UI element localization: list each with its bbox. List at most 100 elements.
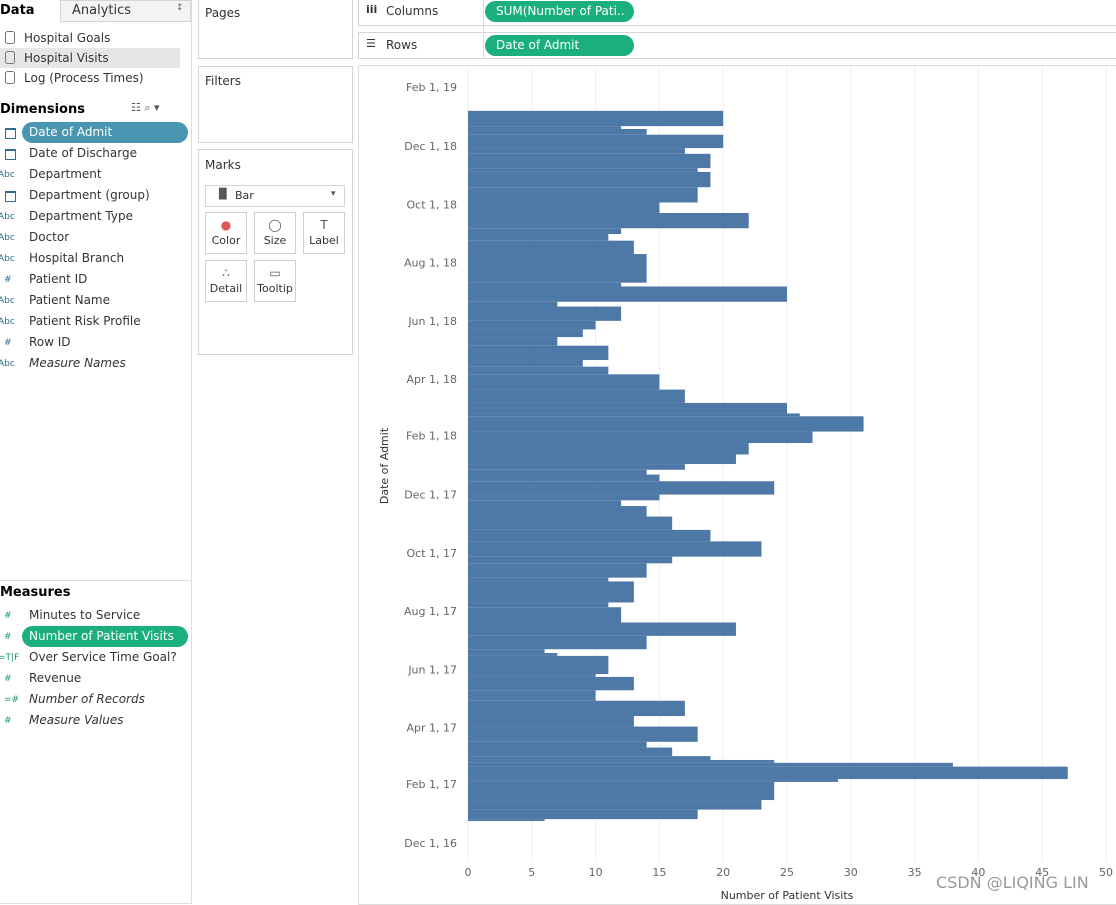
x-tick-label: 40 [971,866,985,879]
button-label: Size [263,234,287,247]
field[interactable]: Measure Names [29,356,126,370]
mark-button[interactable]: ▭ Tooltip [254,260,296,302]
bar [468,443,749,455]
field[interactable]: Date of Admit [29,125,113,139]
data-source[interactable]: Hospital Goals [24,31,111,45]
bar [468,577,609,582]
button-label: Detail [209,282,243,295]
field[interactable]: Minutes to Service [29,608,141,622]
bar [468,153,711,169]
bar [468,374,660,390]
mark-type: Bar [235,189,254,202]
bar [468,337,558,346]
field-icon: Abc [0,359,15,369]
field-icon: # [4,674,12,684]
shelf-sep [483,0,484,58]
db-icon [5,31,15,44]
shelf-label: Columns [386,4,439,18]
field[interactable]: Number of Patient Visits [29,629,174,643]
bar [468,320,596,330]
bar [468,474,660,482]
bar [468,674,596,677]
calendar-icon [5,128,16,139]
bar [468,747,673,757]
bar [468,516,673,530]
x-tick-label: 20 [716,866,730,879]
field[interactable]: Department [29,167,102,181]
y-tick-label: Dec 1, 16 [404,837,457,850]
field[interactable]: Over Service Time Goal? [29,650,177,664]
bar [468,809,698,820]
x-tick-label: 30 [844,866,858,879]
x-tick-label: 50 [1099,866,1113,879]
field-icon: # [4,338,12,348]
field[interactable]: Row ID [29,335,71,349]
db-icon [5,71,15,84]
field[interactable]: Department (group) [29,188,150,202]
x-tick-label: 0 [465,866,472,879]
mark-button[interactable]: T Label [303,212,345,254]
field-icon: # [4,611,12,621]
button-icon: ◯ [268,218,282,232]
bar [468,653,558,656]
bar [468,168,698,172]
shelf-icon: iii [366,3,378,16]
y-tick-label: Apr 1, 18 [406,373,457,386]
field[interactable]: Revenue [29,671,82,685]
column-pill[interactable]: SUM(Number of Pati.. [485,1,634,22]
field[interactable]: Department Type [29,209,133,223]
mark-button[interactable]: ◯ Size [254,212,296,254]
field[interactable]: Patient Risk Profile [29,314,141,328]
tab[interactable]: Analytics [72,3,132,18]
field[interactable]: Measure Values [29,713,124,727]
bar [468,726,698,742]
field[interactable]: Date of Discharge [29,146,137,160]
card-title: Marks [205,158,241,172]
bar [468,635,647,650]
x-tick-label: 10 [589,866,603,879]
y-tick-label: Oct 1, 17 [406,547,457,560]
bar [468,286,787,302]
bar [468,563,647,578]
bar [468,529,711,542]
bar [468,413,800,417]
pages-card [198,0,353,59]
field[interactable]: Patient ID [29,272,88,286]
tab[interactable]: Data [0,3,35,18]
field[interactable]: Patient Name [29,293,110,307]
card-title: Pages [205,6,241,20]
bar [468,366,609,375]
card-title: Filters [205,74,241,88]
y-tick-label: Feb 1, 17 [406,778,457,791]
field-pill [22,122,188,143]
bar [468,359,583,367]
data-source[interactable]: Hospital Visits [24,51,109,65]
bar [468,779,839,782]
bar [468,649,545,654]
field-icon: Abc [0,296,15,306]
rows-shelf [358,32,1116,59]
bar [468,494,660,501]
bar [468,431,813,444]
bar [468,741,647,748]
x-tick-label: 5 [528,866,535,879]
bar [468,306,622,321]
x-tick-label: 25 [780,866,794,879]
field[interactable]: Hospital Branch [29,251,125,265]
mark-type-dropdown[interactable] [205,185,345,207]
row-pill[interactable]: Date of Admit [485,35,634,56]
divider [0,580,191,581]
field-icon: =# [4,695,20,705]
bar [468,500,622,507]
mark-button[interactable]: ∴ Detail [205,260,247,302]
bar [468,282,622,287]
bar [468,819,545,822]
bar [468,202,660,213]
field-icon: Abc [0,233,15,243]
mark-button[interactable]: ● Color [205,212,247,254]
button-icon: ∴ [222,266,230,280]
field[interactable]: Number of Records [29,692,145,706]
data-source[interactable]: Log (Process Times) [24,71,144,85]
bar [468,240,634,255]
field[interactable]: Doctor [29,230,70,244]
